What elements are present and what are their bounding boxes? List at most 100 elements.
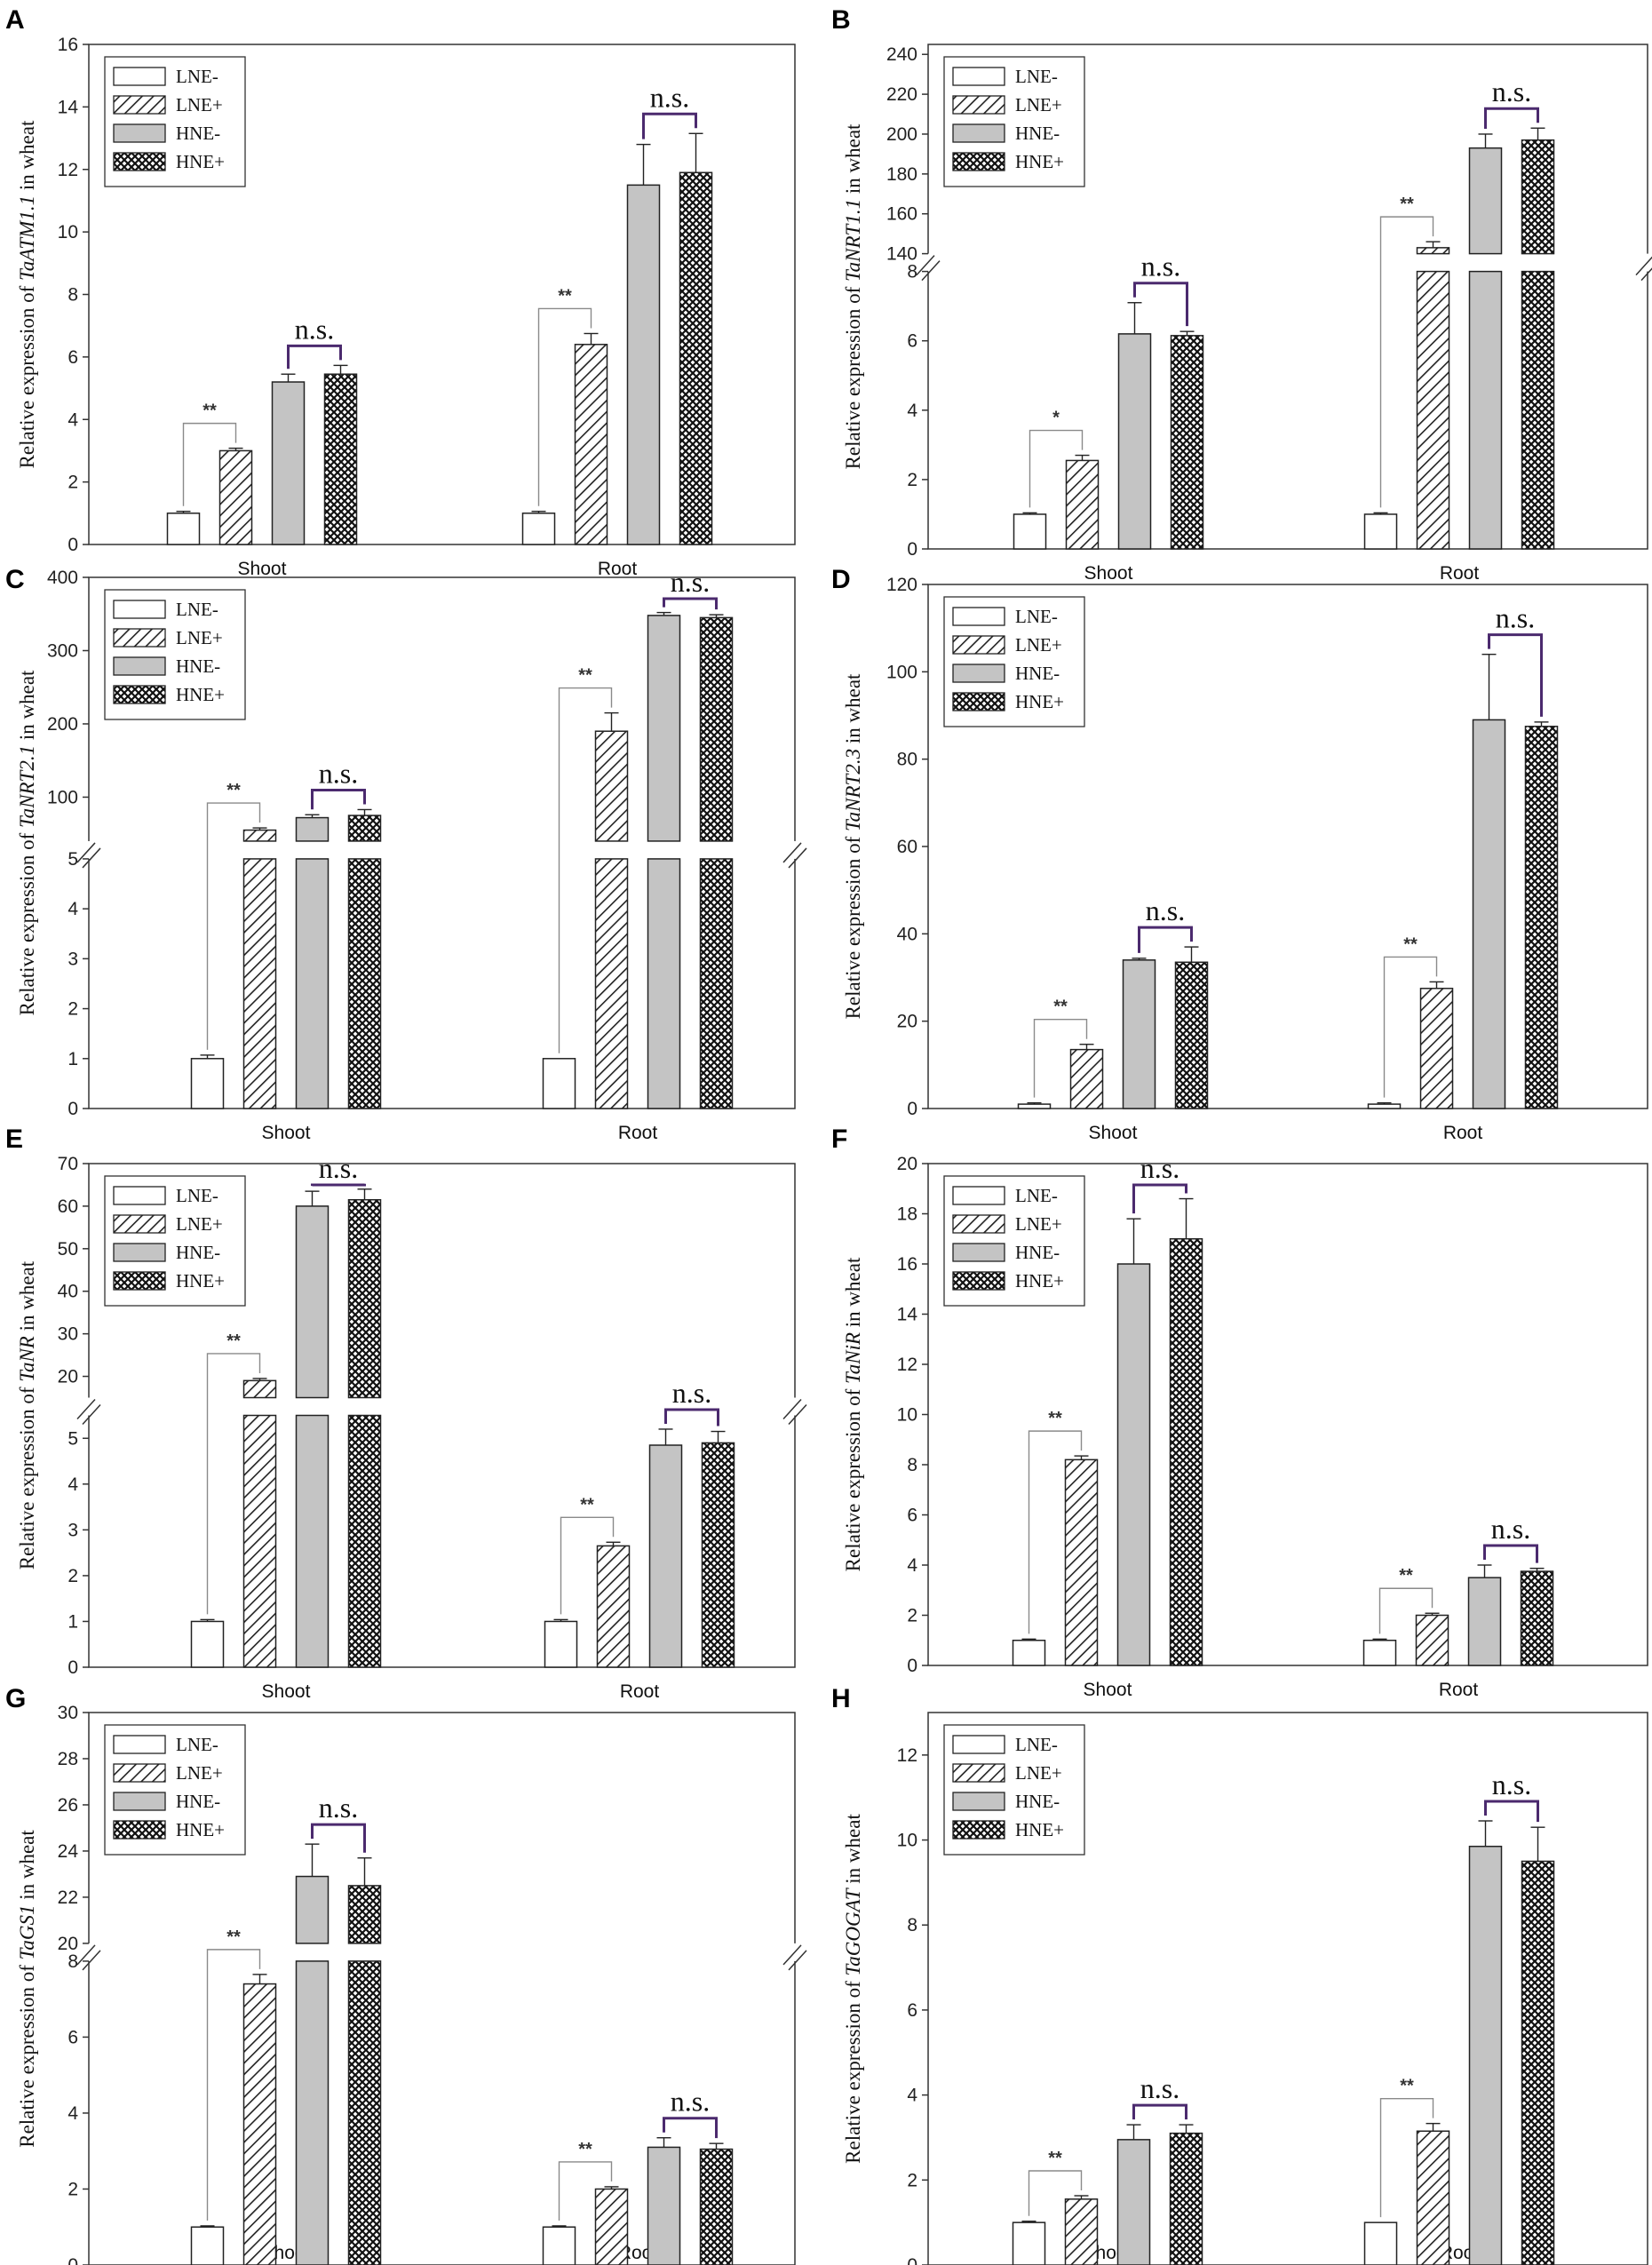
y-tick-label: 1 xyxy=(68,1049,78,1069)
panel-letter: H xyxy=(831,1684,851,1713)
significance-bracket xyxy=(1132,2103,1187,2120)
axis-break-mark xyxy=(788,1950,807,1971)
legend-label: LNE- xyxy=(176,1734,218,1755)
significance-label: n.s. xyxy=(671,566,710,598)
plot-frame xyxy=(88,1712,796,2265)
y-tick-label: 240 xyxy=(886,44,917,65)
legend-label: LNE+ xyxy=(1015,1213,1062,1235)
y-tick-label: 2 xyxy=(68,2179,78,2199)
bar-HNE+-shoot xyxy=(323,373,358,545)
legend-label: HNE+ xyxy=(1015,1270,1064,1291)
y-tick-label: 160 xyxy=(886,204,917,225)
bar-HNE--root xyxy=(648,1444,683,1668)
legend-swatch xyxy=(113,685,166,704)
y-tick-label: 16 xyxy=(897,1254,917,1275)
bar-LNE+-root-lower xyxy=(594,858,629,1109)
legend-label: LNE+ xyxy=(1015,1762,1062,1784)
bar-LNE--shoot xyxy=(1012,1640,1046,1666)
significance-label: ** xyxy=(226,781,241,800)
bar-LNE+-root xyxy=(596,1545,631,1668)
bar-HNE--shoot xyxy=(1116,2139,1151,2265)
bar-LNE+-root-lower xyxy=(1416,270,1450,550)
axis-break-mask xyxy=(76,1397,94,1416)
legend-swatch xyxy=(113,67,166,86)
bar-HNE--shoot-lower xyxy=(295,1960,330,2265)
significance-label: n.s. xyxy=(1492,1768,1531,1800)
y-tick-label: 5 xyxy=(68,1428,78,1449)
significance-label: n.s. xyxy=(671,2086,710,2118)
legend-swatch xyxy=(952,692,1005,711)
bar-HNE+-root xyxy=(699,2148,734,2265)
x-category-label: Root xyxy=(1443,1123,1483,1143)
y-tick-label: 6 xyxy=(907,1506,917,1526)
legend-swatch xyxy=(113,656,166,676)
bar-LNE+-shoot xyxy=(1064,1458,1099,1666)
y-tick-label: 4 xyxy=(68,409,78,430)
y-tick-label: 18 xyxy=(897,1204,917,1225)
axis-break-mark xyxy=(76,1398,96,1420)
significance-label: ** xyxy=(226,1331,241,1351)
y-tick-label: 4 xyxy=(907,1555,917,1576)
legend-label: HNE- xyxy=(176,123,220,144)
bar-HNE--shoot xyxy=(295,1205,330,1399)
significance-label: ** xyxy=(1399,1566,1413,1586)
significance-label: n.s. xyxy=(319,1152,358,1184)
y-tick-label: 0 xyxy=(907,1099,917,1119)
x-category-label: Shoot xyxy=(1084,1680,1132,1700)
bar-LNE+-shoot xyxy=(242,1983,277,2265)
bar-HNE--root xyxy=(647,615,681,842)
y-tick-label: 2 xyxy=(68,1566,78,1586)
significance-label: ** xyxy=(1048,1409,1062,1428)
legend-swatch xyxy=(952,1243,1005,1262)
legend-label: LNE- xyxy=(176,599,218,620)
bar-LNE+-root xyxy=(574,344,608,545)
y-tick-label: 0 xyxy=(68,1657,78,1678)
axis-break-mask xyxy=(788,840,806,859)
y-tick-label: 0 xyxy=(907,1656,917,1676)
y-tick-label: 5 xyxy=(68,849,78,870)
legend-swatch xyxy=(952,1735,1005,1754)
y-tick-label: 50 xyxy=(58,1239,78,1260)
bar-LNE--shoot xyxy=(190,1058,225,1109)
x-category-label: Shoot xyxy=(262,1123,311,1143)
legend-swatch xyxy=(952,1214,1005,1234)
bar-HNE+-shoot xyxy=(1169,1238,1203,1666)
legend-label: HNE+ xyxy=(1015,691,1064,712)
significance-bracket xyxy=(537,307,592,506)
significance-bracket xyxy=(1383,956,1438,1098)
significance-bracket xyxy=(311,788,366,810)
significance-bracket xyxy=(1028,2170,1083,2216)
significance-bracket xyxy=(1138,926,1193,953)
axis-break-mark xyxy=(82,1950,101,1971)
significance-bracket xyxy=(1028,1430,1083,1634)
significance-label: ** xyxy=(580,1495,594,1514)
x-category-label: Shoot xyxy=(238,559,287,579)
y-tick-label: 0 xyxy=(68,1099,78,1119)
y-tick-label: 60 xyxy=(58,1196,78,1217)
bar-HNE--root-lower xyxy=(647,858,681,1109)
panel-C: C 0 1 2 3 4 5 100 200 300 400 Relative expression o… xyxy=(5,565,807,1143)
panel-letter: B xyxy=(831,5,851,35)
panel-G: G02468202224262830Relative expression of… xyxy=(5,1684,807,2265)
panel-D: D 0 20 40 60 80 100 120 Relative expression of T… xyxy=(831,565,1648,1143)
axis-break-mark xyxy=(1640,267,1652,282)
y-tick-label: 4 xyxy=(907,401,917,421)
axis-break-mark xyxy=(82,1403,101,1426)
y-tick-label: 0 xyxy=(907,539,917,560)
bar-HNE+-shoot-lower xyxy=(347,1960,382,2265)
bar-LNE+-root xyxy=(594,730,629,842)
legend-swatch xyxy=(113,1271,166,1291)
y-tick-label: 6 xyxy=(68,2027,78,2047)
y-tick-label: 10 xyxy=(58,222,78,242)
x-category-label: Root xyxy=(618,1123,658,1143)
significance-bracket xyxy=(558,2161,613,2221)
y-tick-label: 40 xyxy=(897,924,917,944)
bar-HNE--shoot xyxy=(271,381,306,545)
y-tick-label: 30 xyxy=(58,1703,78,1723)
legend-label: HNE- xyxy=(1015,123,1060,144)
axis-break-mark xyxy=(788,1403,807,1426)
y-tick-label: 1 xyxy=(68,1611,78,1632)
significance-bracket xyxy=(558,687,613,1053)
axis-break-mark xyxy=(82,847,101,869)
y-tick-label: 8 xyxy=(907,1915,917,1935)
